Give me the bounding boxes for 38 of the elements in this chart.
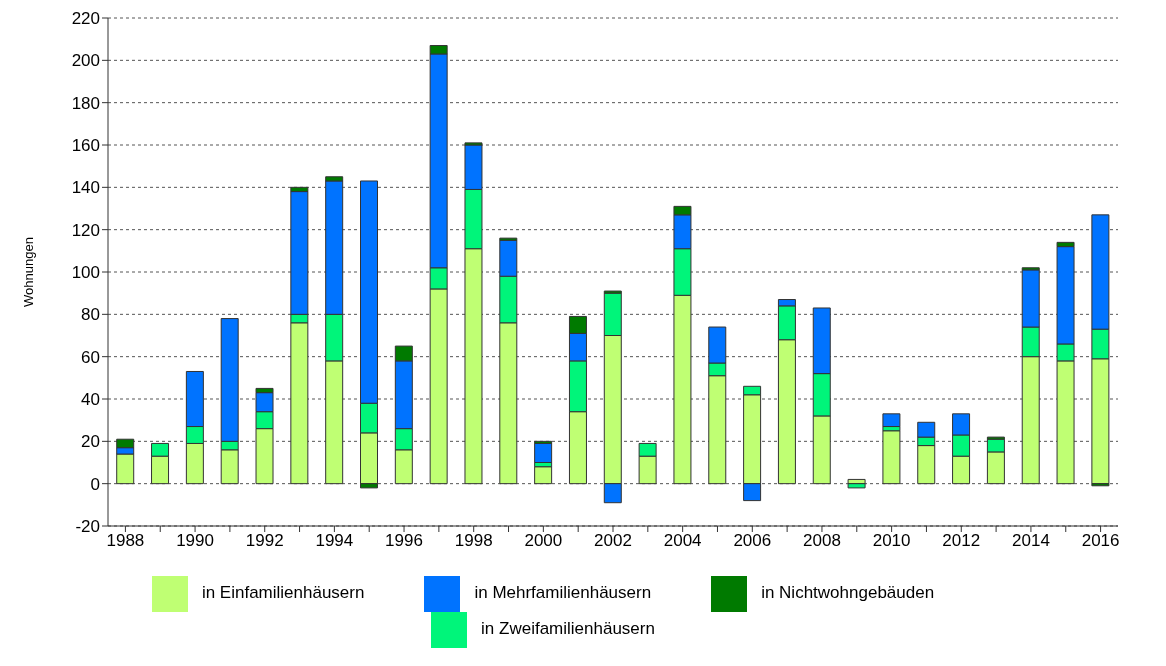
x-tick-label: 2012	[942, 531, 981, 551]
y-tick-label: 0	[90, 474, 100, 494]
legend-label: in Nichtwohngebäuden	[761, 583, 935, 603]
bar	[882, 430, 901, 485]
y-tick-label: 60	[81, 347, 100, 367]
x-tick-label: 1988	[106, 531, 145, 551]
x-tick-label: 2008	[803, 531, 841, 551]
x-tick-label: 1992	[245, 531, 284, 551]
y-tick-label: 20	[81, 432, 100, 452]
x-tick-label: 2016	[1081, 531, 1120, 551]
y-axis-title: Wohnungen	[20, 237, 36, 307]
bar	[534, 466, 553, 485]
y-tick-label: 200	[71, 51, 100, 71]
bar	[534, 442, 553, 463]
x-tick-label: 1990	[176, 531, 214, 551]
x-tick-label: 2014	[1012, 531, 1050, 551]
x-tick-label: 2004	[663, 531, 702, 551]
y-tick-label: 100	[71, 263, 100, 283]
x-tick-label: 2000	[524, 531, 563, 551]
x-tick-label: 1994	[315, 531, 354, 551]
legend-label: in Zweifamilienhäusern	[481, 619, 655, 639]
bar	[847, 483, 866, 489]
x-tick-label: 2010	[872, 531, 911, 551]
y-tick-label: 220	[71, 9, 100, 29]
y-tick-label: 180	[71, 93, 100, 113]
x-tick-label: 2002	[594, 531, 632, 551]
y-tick-label: 40	[81, 390, 100, 410]
bar	[882, 413, 901, 428]
x-tick-label: 1998	[454, 531, 493, 551]
x-tick-label: 1996	[385, 531, 423, 551]
legend-label: in Mehrfamilienhäusern	[474, 583, 652, 603]
y-tick-label: 80	[81, 305, 100, 325]
x-tick-label: 2006	[733, 531, 772, 551]
y-tick-label: -20	[75, 517, 100, 537]
legend-label: in Einfamilienhäusern	[201, 583, 365, 603]
y-tick-label: 120	[71, 220, 100, 240]
y-tick-label: 140	[71, 178, 100, 198]
y-tick-label: 160	[71, 136, 100, 156]
